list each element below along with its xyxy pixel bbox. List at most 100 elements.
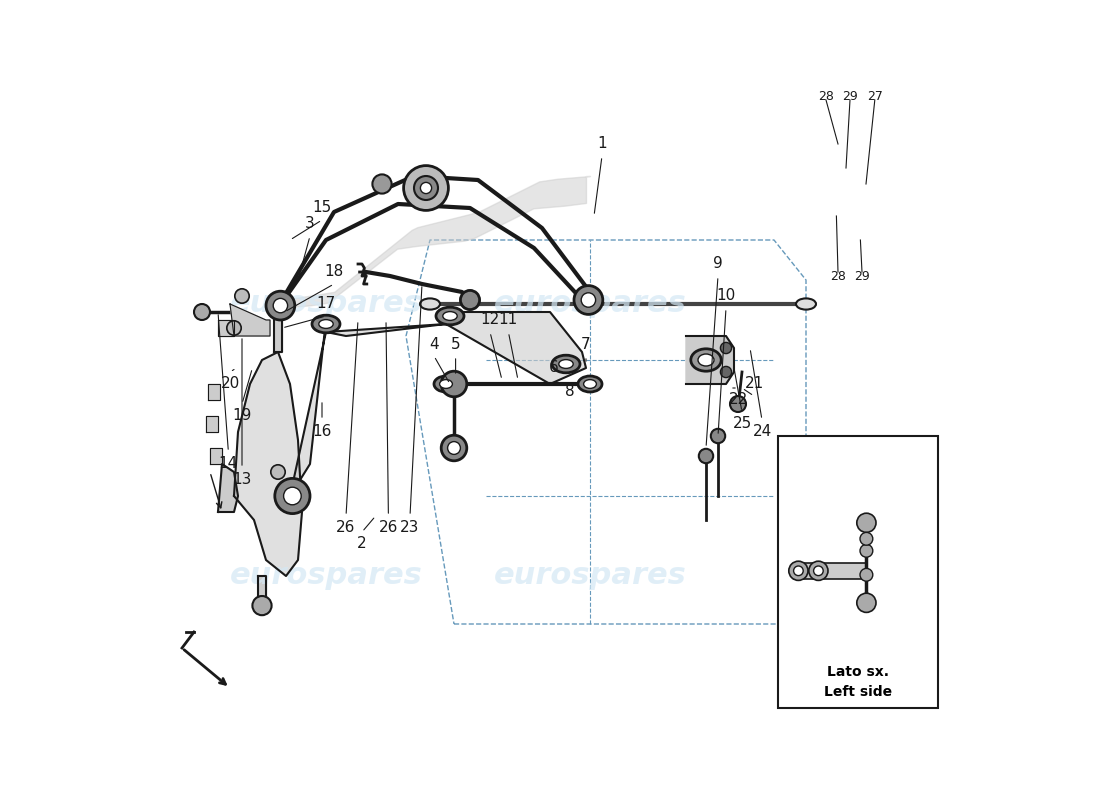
Circle shape [711,429,725,443]
Circle shape [860,533,872,546]
Text: 2: 2 [358,537,366,551]
Text: 5: 5 [451,337,461,351]
Text: 29: 29 [843,90,858,102]
Text: 7: 7 [581,337,591,351]
Polygon shape [218,464,238,512]
Text: 14: 14 [219,457,238,471]
Circle shape [860,569,872,582]
Circle shape [808,562,828,581]
Circle shape [789,562,808,581]
Text: 23: 23 [400,521,420,535]
Polygon shape [234,352,302,576]
Circle shape [441,435,466,461]
Circle shape [194,304,210,320]
Text: 12: 12 [481,313,499,327]
Circle shape [252,596,272,615]
Circle shape [857,594,876,613]
Text: 28: 28 [830,270,846,282]
Polygon shape [208,384,220,400]
Text: 11: 11 [498,313,518,327]
Circle shape [271,465,285,479]
Circle shape [284,487,301,505]
Polygon shape [206,416,218,432]
Text: 27: 27 [867,90,882,102]
Text: 9: 9 [713,257,723,271]
Text: 15: 15 [312,201,331,215]
Text: 24: 24 [752,425,771,439]
Circle shape [857,514,876,533]
Circle shape [814,566,823,576]
Text: 17: 17 [317,297,336,311]
Text: 20: 20 [220,377,240,391]
Circle shape [720,366,732,378]
Text: 3: 3 [305,217,315,231]
Circle shape [461,290,480,310]
Circle shape [404,166,449,210]
Ellipse shape [559,359,573,368]
Text: 4: 4 [429,337,439,351]
Text: eurospares: eurospares [230,562,422,590]
Text: 21: 21 [745,377,763,391]
Text: 29: 29 [854,270,870,282]
Circle shape [441,371,466,397]
Ellipse shape [691,349,722,371]
Polygon shape [274,304,282,352]
Ellipse shape [698,354,714,366]
Circle shape [860,545,872,558]
Circle shape [268,298,287,318]
Polygon shape [218,320,234,336]
Text: 8: 8 [565,385,575,399]
Ellipse shape [436,307,464,325]
Text: 18: 18 [324,265,343,279]
Text: 16: 16 [312,425,332,439]
Ellipse shape [434,376,458,392]
Polygon shape [258,576,266,612]
Text: 22: 22 [728,393,748,407]
Text: eurospares: eurospares [494,290,686,318]
Text: 26: 26 [337,521,355,535]
Circle shape [448,442,461,454]
Text: 13: 13 [232,473,252,487]
Circle shape [581,293,595,307]
Text: 10: 10 [716,289,736,303]
Ellipse shape [319,319,333,328]
Circle shape [227,321,241,335]
Text: Lato sx.: Lato sx. [827,665,889,679]
Circle shape [574,286,603,314]
Polygon shape [230,304,270,336]
Circle shape [420,182,431,194]
Text: 28: 28 [818,90,834,102]
FancyBboxPatch shape [794,563,867,579]
Text: eurospares: eurospares [494,562,686,590]
Circle shape [720,342,732,354]
Ellipse shape [440,379,452,388]
Polygon shape [210,448,222,464]
Circle shape [266,291,295,320]
Text: eurospares: eurospares [230,290,422,318]
Circle shape [273,298,287,313]
Circle shape [373,174,392,194]
Ellipse shape [420,298,440,310]
Circle shape [698,449,713,463]
Polygon shape [686,336,734,384]
Text: 26: 26 [378,521,398,535]
Text: 6: 6 [549,361,559,375]
Circle shape [793,566,803,576]
Circle shape [278,481,294,495]
Ellipse shape [443,312,458,320]
Ellipse shape [578,376,602,392]
Text: Left side: Left side [824,685,892,699]
FancyBboxPatch shape [778,436,938,708]
Ellipse shape [584,379,596,388]
Ellipse shape [796,298,816,310]
Ellipse shape [312,315,340,333]
Polygon shape [290,312,586,496]
Text: 25: 25 [733,417,751,431]
Circle shape [414,176,438,200]
Ellipse shape [552,355,580,373]
Text: 19: 19 [232,409,252,423]
Text: 1: 1 [597,137,607,151]
Circle shape [275,478,310,514]
Circle shape [234,289,250,303]
Circle shape [730,396,746,412]
